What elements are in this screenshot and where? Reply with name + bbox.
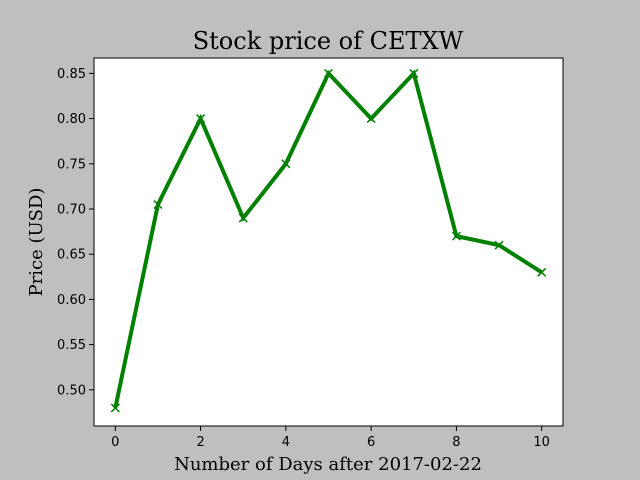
x-tick-label: 6 [367,435,375,450]
data-point-marker [238,213,248,223]
y-tick-label: 0.85 [57,67,86,82]
y-axis-label: Price (USD) [26,188,47,297]
data-point-marker [153,199,163,210]
y-tick-label: 0.65 [57,248,86,263]
y-tick-label: 0.75 [57,157,86,172]
y-tick-label: 0.55 [57,338,86,353]
data-point-marker [409,68,419,78]
data-point-marker [537,267,547,277]
data-point-marker [281,159,291,169]
data-point-marker [451,231,461,241]
ticks-layer: 0 2 4 6 8 10 0.50 0.55 0.60 0.65 0.70 0.75 0.80 0.85 [57,67,550,450]
y-tick-label: 0.70 [57,202,86,217]
series-layer [110,68,547,413]
x-tick-label: 2 [196,435,204,450]
data-point-marker [323,68,334,78]
x-tick-label: 8 [452,435,460,450]
x-tick-label: 4 [282,435,290,450]
y-tick-label: 0.60 [57,293,86,308]
y-tick-label: 0.50 [57,383,86,398]
data-point-marker [110,403,120,413]
chart-title: Stock price of CETXW [193,27,464,55]
x-axis-label: Number of Days after 2017-02-22 [174,454,482,475]
data-point-marker [494,240,504,250]
data-point-marker [196,114,206,124]
x-tick-label: 0 [111,435,119,450]
y-tick-label: 0.80 [57,112,86,127]
data-point-marker [366,114,376,124]
x-tick-label: 10 [533,435,550,450]
